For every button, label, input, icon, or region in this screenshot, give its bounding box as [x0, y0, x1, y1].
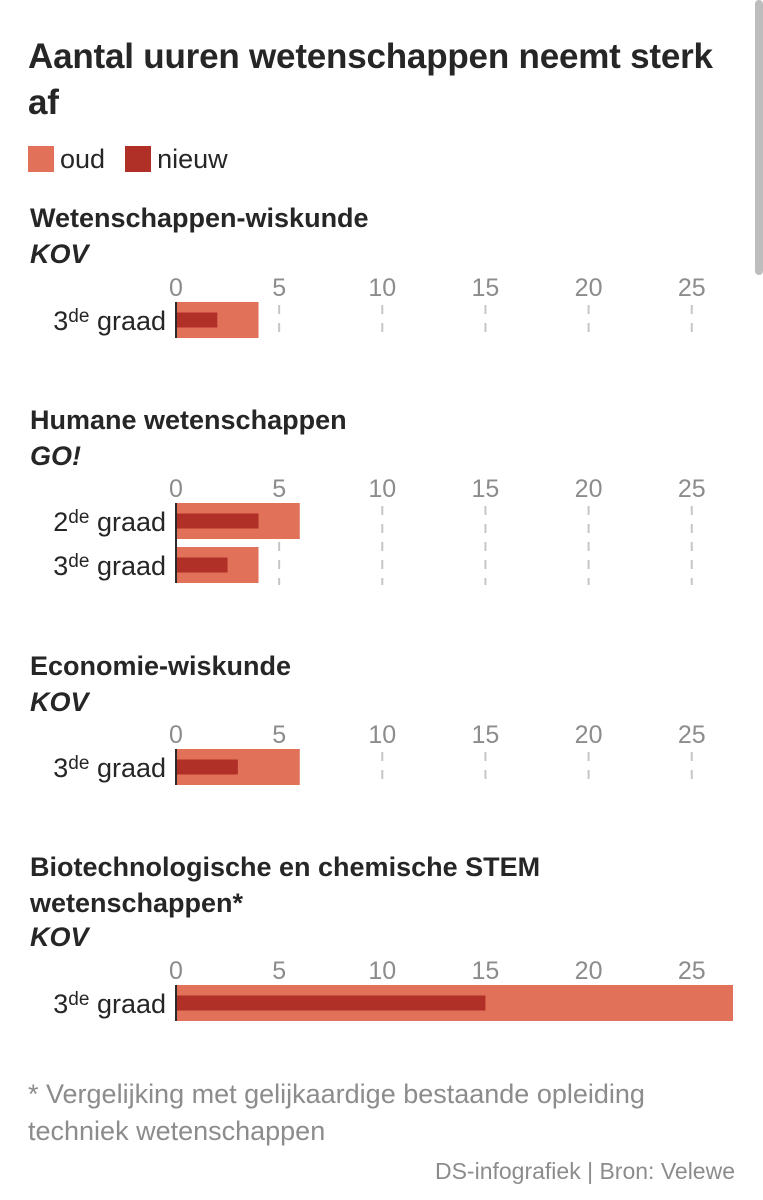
tick-label-5: 5 [272, 274, 286, 302]
panel-2-title: Humane wetenschappen [30, 405, 347, 435]
row-label: 2de graad [53, 507, 166, 537]
tick-label-20: 20 [575, 274, 603, 302]
tick-label-15: 15 [472, 957, 500, 985]
legend-label-oud: oud [60, 143, 106, 174]
tick-label-0: 0 [169, 721, 183, 749]
tick-label-0: 0 [169, 475, 183, 503]
bar-nieuw [176, 557, 228, 573]
panel-1-chart: 0 5 10 15 20 25 3de graad [53, 274, 706, 340]
tick-label-15: 15 [472, 475, 500, 503]
row-label-num: 3 [53, 989, 68, 1019]
panel-1-subtitle: KOV [30, 239, 89, 269]
row-label: 3de graad [53, 551, 166, 581]
tick-label-15: 15 [472, 721, 500, 749]
row-label-num: 3 [53, 306, 68, 336]
tick-label-5: 5 [272, 957, 286, 985]
tick-label-15: 15 [472, 274, 500, 302]
bar-nieuw [176, 312, 218, 328]
panel-3-subtitle: KOV [30, 687, 89, 717]
panel-3-title: Economie-wiskunde [30, 651, 292, 681]
tick-label-5: 5 [272, 721, 286, 749]
tick-label-5: 5 [272, 475, 286, 503]
tick-label-25: 25 [678, 274, 706, 302]
tick-label-25: 25 [678, 957, 706, 985]
legend-swatch-nieuw [125, 146, 152, 172]
tick-label-0: 0 [169, 274, 183, 302]
row-label-num: 3 [53, 753, 68, 783]
row-label-sup: de [68, 507, 89, 528]
tick-label-0: 0 [169, 957, 183, 985]
tick-label-25: 25 [678, 721, 706, 749]
panel-1-title: Wetenschappen-wiskunde [30, 203, 369, 233]
row-label-word: graad [89, 551, 166, 581]
legend: oud nieuw [28, 143, 248, 175]
tick-label-10: 10 [368, 721, 396, 749]
row-label-word: graad [89, 507, 166, 537]
row-label-word: graad [89, 306, 166, 336]
source-credit: DS-infografiek | Bron: Velewe [434, 1158, 735, 1184]
tick-label-10: 10 [368, 475, 396, 503]
tick-label-10: 10 [368, 274, 396, 302]
row-label-sup: de [68, 551, 89, 572]
chart-title: Aantal uuren wetenschappen neemt sterk a… [28, 37, 713, 122]
row-label-sup: de [68, 753, 89, 774]
row-label: 3de graad [53, 753, 166, 783]
row-label-word: graad [89, 753, 166, 783]
row-label-sup: de [68, 306, 89, 327]
tick-label-20: 20 [575, 957, 603, 985]
row-label-word: graad [89, 989, 166, 1019]
panel-3-chart: 0 5 10 15 20 25 3de graad [53, 721, 706, 787]
scrollbar[interactable] [755, 0, 763, 275]
legend-label-nieuw: nieuw [157, 143, 228, 174]
panel-4-chart: 0 5 10 15 20 25 3de graad [53, 957, 733, 1023]
tick-label-20: 20 [575, 721, 603, 749]
row-label-num: 3 [53, 551, 68, 581]
bar-nieuw [176, 759, 238, 775]
row-label: 3de graad [53, 989, 166, 1019]
tick-label-25: 25 [678, 475, 706, 503]
footnote: * Vergelijking met gelijkaardige bestaan… [28, 1079, 645, 1146]
row-label-num: 2 [53, 507, 68, 537]
tick-label-20: 20 [575, 475, 603, 503]
row-label-sup: de [68, 989, 89, 1010]
legend-swatch-oud [28, 146, 54, 172]
tick-label-10: 10 [368, 957, 396, 985]
panel-4-subtitle: KOV [30, 922, 89, 952]
bar-nieuw [176, 513, 259, 529]
bar-nieuw [176, 995, 486, 1011]
panel-2-subtitle: GO! [30, 441, 81, 471]
row-label: 3de graad [53, 306, 166, 336]
legend-item-oud: oud [28, 144, 105, 175]
panel-4-title: Biotechnologische en chemische STEM wete… [30, 852, 541, 918]
legend-item-nieuw: nieuw [125, 144, 228, 175]
